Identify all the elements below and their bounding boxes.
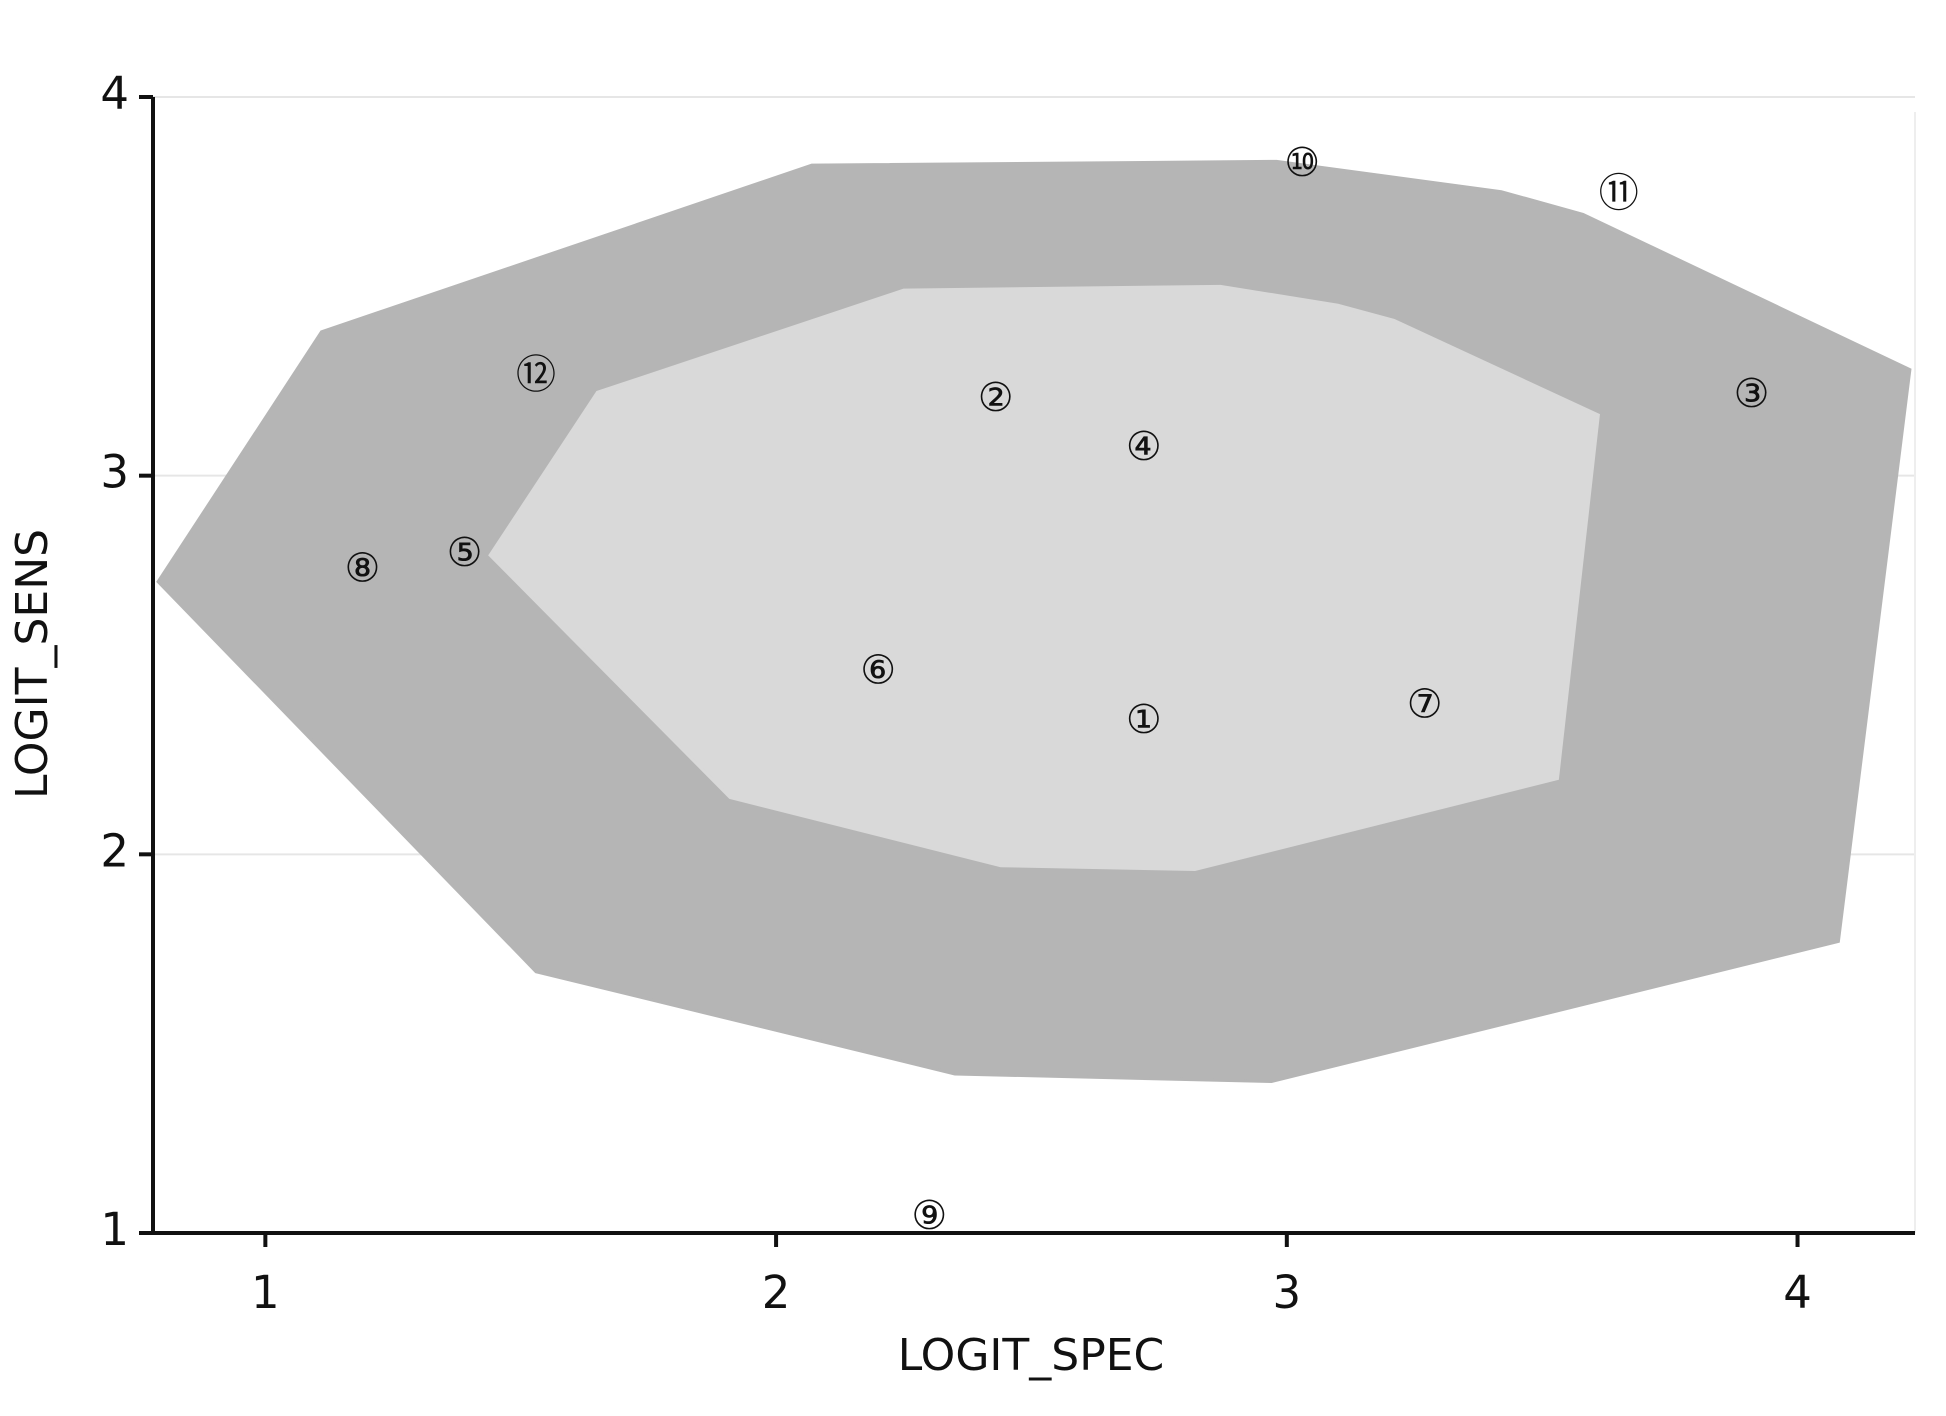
bag-region [488,284,1600,871]
x-tick-label: 3 [1272,1266,1301,1319]
y-tick-label: 2 [100,824,129,877]
point-label: ⑧ [344,545,380,591]
point-label: ⑥ [860,648,896,694]
point-label: ⑤ [447,530,483,576]
point-label: ① [1126,697,1162,743]
point-label: ⑩ [1284,140,1320,186]
y-tick-label: 3 [100,446,129,499]
y-tick-label: 1 [100,1203,129,1256]
x-tick-label: 4 [1783,1266,1812,1319]
point-label: ② [978,375,1014,421]
x-tick-label: 2 [762,1266,791,1319]
point-label: ⑦ [1407,682,1443,728]
point-label: ④ [1126,424,1162,470]
point-label: ⑫ [516,352,556,398]
x-axis-title: LOGIT_SPEC [898,1330,1165,1381]
y-axis-title: LOGIT_SENS [7,529,58,799]
point-label: ③ [1734,371,1770,417]
x-tick-label: 1 [251,1266,280,1319]
point-label: ⑪ [1599,170,1639,216]
y-tick-label: 4 [100,67,129,120]
